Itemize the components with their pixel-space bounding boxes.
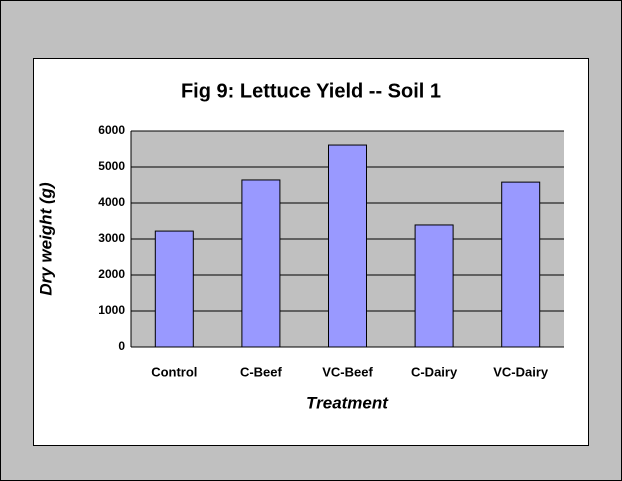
x-tick-label: VC-Dairy bbox=[493, 364, 549, 379]
chart-title: Fig 9: Lettuce Yield -- Soil 1 bbox=[181, 80, 441, 102]
y-tick-label: 5000 bbox=[98, 159, 125, 173]
bar bbox=[328, 144, 367, 348]
y-axis-label: Dry weight (g) bbox=[36, 182, 55, 296]
y-tick-label: 6000 bbox=[98, 123, 125, 137]
y-tick-label: 0 bbox=[118, 339, 125, 353]
x-axis-label: Treatment bbox=[306, 393, 389, 412]
x-tick-label: VC-Beef bbox=[322, 364, 373, 379]
bar bbox=[154, 230, 194, 348]
x-tick-label: Control bbox=[151, 364, 197, 379]
y-tick-label: 1000 bbox=[98, 303, 125, 317]
y-tick-label: 4000 bbox=[98, 195, 125, 209]
bar bbox=[501, 181, 541, 348]
x-tick-label: C-Dairy bbox=[411, 364, 458, 379]
x-tick-label: C-Beef bbox=[240, 364, 283, 379]
y-tick-label: 3000 bbox=[98, 231, 125, 245]
bar bbox=[241, 179, 281, 348]
y-tick-label: 2000 bbox=[98, 267, 125, 281]
bar bbox=[414, 224, 454, 348]
